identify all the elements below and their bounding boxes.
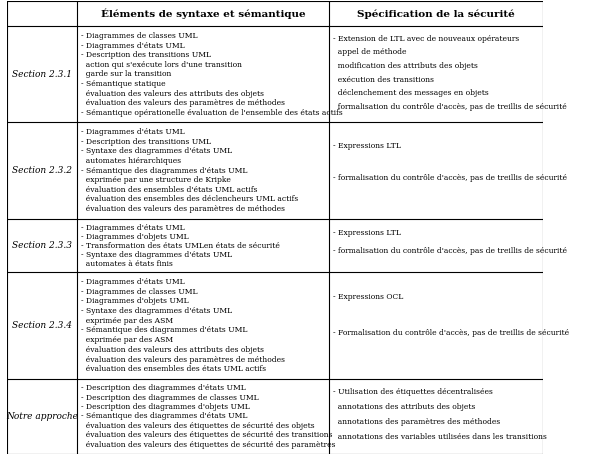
Text: déclenchement des messages en objets: déclenchement des messages en objets	[333, 90, 489, 97]
Text: automates à états finis: automates à états finis	[81, 259, 173, 268]
Text: exprimée par des ASM: exprimée par des ASM	[81, 336, 173, 344]
Text: évaluation des ensembles d'états UML actifs: évaluation des ensembles d'états UML act…	[81, 186, 258, 194]
Text: - Diagrammes d'états UML: - Diagrammes d'états UML	[81, 42, 185, 50]
Text: - Sémantique statique: - Sémantique statique	[81, 80, 166, 88]
Text: - Sémantique des diagrammes d'états UML: - Sémantique des diagrammes d'états UML	[81, 167, 247, 175]
Text: évaluation des valeurs des paramètres de méthodes: évaluation des valeurs des paramètres de…	[81, 355, 285, 364]
Text: garde sur la transition: garde sur la transition	[81, 71, 171, 79]
Text: - Sémantique opérationelle évaluation de l'ensemble des états actifs: - Sémantique opérationelle évaluation de…	[81, 109, 343, 117]
Text: Section 2.3.3: Section 2.3.3	[12, 241, 72, 250]
FancyBboxPatch shape	[7, 218, 543, 272]
Text: Éléments de syntaxe et sémantique: Éléments de syntaxe et sémantique	[101, 9, 305, 19]
Text: évaluation des valeurs des paramètres de méthodes: évaluation des valeurs des paramètres de…	[81, 99, 285, 107]
Text: - Diagrammes de classes UML: - Diagrammes de classes UML	[81, 288, 198, 296]
Text: annotations des variables utilisées dans les transitions: annotations des variables utilisées dans…	[333, 433, 547, 441]
Text: - Diagrammes d'états UML: - Diagrammes d'états UML	[81, 128, 185, 136]
Text: - Description des diagrammes de classes UML: - Description des diagrammes de classes …	[81, 394, 259, 402]
Text: - Syntaxe des diagrammes d'états UML: - Syntaxe des diagrammes d'états UML	[81, 147, 232, 156]
Text: évaluation des valeurs des attributs des objets: évaluation des valeurs des attributs des…	[81, 90, 264, 98]
Text: modification des attributs des objets: modification des attributs des objets	[333, 62, 478, 70]
Text: - Diagrammes d'états UML: - Diagrammes d'états UML	[81, 224, 185, 232]
Text: évaluation des ensembles des états UML actifs: évaluation des ensembles des états UML a…	[81, 365, 267, 373]
Text: - Description des diagrammes d'états UML: - Description des diagrammes d'états UML	[81, 384, 246, 392]
FancyBboxPatch shape	[7, 1, 543, 26]
Text: formalisation du contrôle d'accès, pas de treillis de sécurité: formalisation du contrôle d'accès, pas d…	[333, 103, 567, 111]
Text: - Description des transitions UML: - Description des transitions UML	[81, 51, 211, 59]
Text: - Expressions LTL: - Expressions LTL	[333, 229, 401, 237]
Text: évaluation des valeurs des attributs des objets: évaluation des valeurs des attributs des…	[81, 346, 264, 354]
Text: - Diagrammes d'objets UML: - Diagrammes d'objets UML	[81, 297, 189, 305]
Text: - Sémantique des diagrammes d'états UML: - Sémantique des diagrammes d'états UML	[81, 326, 247, 334]
Text: - Sémantique des diagrammes d'états UML: - Sémantique des diagrammes d'états UML	[81, 413, 247, 420]
FancyBboxPatch shape	[7, 272, 543, 379]
FancyBboxPatch shape	[7, 26, 543, 122]
Text: Section 2.3.2: Section 2.3.2	[12, 166, 72, 175]
Text: - Diagrammes d'états UML: - Diagrammes d'états UML	[81, 278, 185, 286]
Text: - Expressions OCL: - Expressions OCL	[333, 293, 404, 301]
Text: évaluation des ensembles des déclencheurs UML actifs: évaluation des ensembles des déclencheur…	[81, 196, 298, 203]
Text: Spécification de la sécurité: Spécification de la sécurité	[358, 9, 515, 19]
Text: - Description des transitions UML: - Description des transitions UML	[81, 138, 211, 146]
Text: - Syntaxe des diagrammes d'états UML: - Syntaxe des diagrammes d'états UML	[81, 251, 232, 258]
Text: - Description des diagrammes d'objets UML: - Description des diagrammes d'objets UM…	[81, 403, 250, 411]
Text: automates hiérarchiques: automates hiérarchiques	[81, 157, 181, 165]
Text: Section 2.3.1: Section 2.3.1	[12, 70, 72, 79]
Text: évaluation des valeurs des étiquettes de sécurité des paramètres: évaluation des valeurs des étiquettes de…	[81, 440, 335, 449]
Text: Notre approche: Notre approche	[6, 412, 78, 421]
FancyBboxPatch shape	[7, 379, 543, 454]
Text: - Transformation des états UMLen états de sécurité: - Transformation des états UMLen états d…	[81, 242, 280, 250]
Text: - Formalisation du contrôle d'accès, pas de treillis de sécurité: - Formalisation du contrôle d'accès, pas…	[333, 329, 570, 337]
Text: évaluation des valeurs des paramètres de méthodes: évaluation des valeurs des paramètres de…	[81, 205, 285, 213]
FancyBboxPatch shape	[7, 122, 543, 218]
Text: exprimée par des ASM: exprimée par des ASM	[81, 317, 173, 325]
Text: - Expressions LTL: - Expressions LTL	[333, 142, 401, 150]
Text: - formalisation du contrôle d'accès, pas de treillis de sécurité: - formalisation du contrôle d'accès, pas…	[333, 174, 567, 182]
Text: action qui s'exécute lors d'une transition: action qui s'exécute lors d'une transiti…	[81, 61, 242, 69]
Text: annotations des attributs des objets: annotations des attributs des objets	[333, 403, 476, 411]
Text: appel de méthode: appel de méthode	[333, 48, 407, 56]
Text: - Diagrammes d'objets UML: - Diagrammes d'objets UML	[81, 233, 189, 241]
Text: évaluation des valeurs des étiquettes de sécurité des objets: évaluation des valeurs des étiquettes de…	[81, 422, 315, 430]
Text: évaluation des valeurs des étiquettes de sécurité des transitions: évaluation des valeurs des étiquettes de…	[81, 431, 332, 439]
Text: - Extension de LTL avec de nouveaux opérateurs: - Extension de LTL avec de nouveaux opér…	[333, 35, 519, 42]
Text: exprimée par une structure de Kripke: exprimée par une structure de Kripke	[81, 176, 231, 184]
Text: - Syntaxe des diagrammes d'états UML: - Syntaxe des diagrammes d'états UML	[81, 307, 232, 315]
Text: Section 2.3.4: Section 2.3.4	[12, 321, 72, 330]
Text: - Utilisation des étiquettes décentralisées: - Utilisation des étiquettes décentralis…	[333, 388, 493, 396]
Text: exécution des transitions: exécution des transitions	[333, 76, 434, 84]
Text: - Diagrammes de classes UML: - Diagrammes de classes UML	[81, 32, 198, 40]
Text: annotations des paramètres des méthodes: annotations des paramètres des méthodes	[333, 418, 501, 426]
Text: - formalisation du contrôle d'accès, pas de treillis de sécurité: - formalisation du contrôle d'accès, pas…	[333, 247, 567, 255]
